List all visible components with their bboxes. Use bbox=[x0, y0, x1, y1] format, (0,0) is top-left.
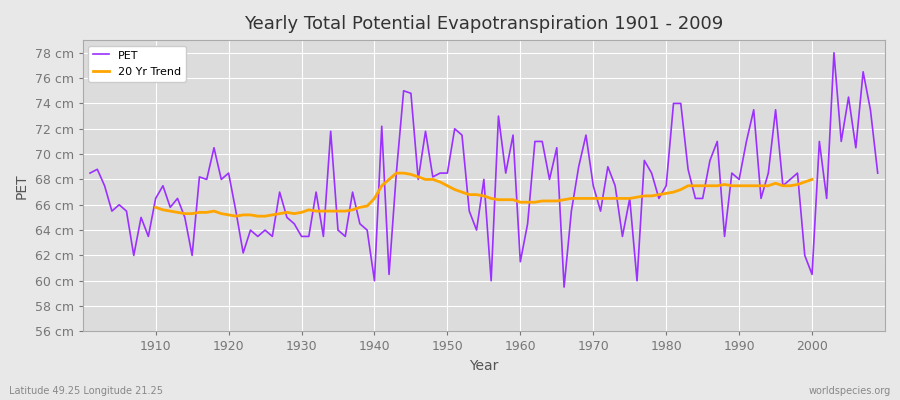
Title: Yearly Total Potential Evapotranspiration 1901 - 2009: Yearly Total Potential Evapotranspiratio… bbox=[244, 15, 724, 33]
PET bbox=[609, 183, 620, 188]
PET bbox=[872, 171, 883, 176]
20 Yr Trend bbox=[230, 214, 241, 218]
PET bbox=[829, 50, 840, 55]
20 Yr Trend bbox=[325, 209, 336, 214]
PET bbox=[303, 234, 314, 239]
Line: 20 Yr Trend: 20 Yr Trend bbox=[156, 173, 812, 216]
PET bbox=[508, 133, 518, 138]
PET bbox=[347, 190, 358, 194]
20 Yr Trend bbox=[719, 182, 730, 187]
20 Yr Trend bbox=[238, 212, 248, 217]
20 Yr Trend bbox=[391, 171, 401, 176]
20 Yr Trend bbox=[150, 205, 161, 210]
Line: PET: PET bbox=[90, 53, 878, 287]
PET bbox=[515, 259, 526, 264]
20 Yr Trend bbox=[806, 177, 817, 182]
Text: Latitude 49.25 Longitude 21.25: Latitude 49.25 Longitude 21.25 bbox=[9, 386, 163, 396]
20 Yr Trend bbox=[544, 198, 555, 203]
PET bbox=[559, 285, 570, 290]
Text: worldspecies.org: worldspecies.org bbox=[809, 386, 891, 396]
PET bbox=[143, 234, 154, 239]
20 Yr Trend bbox=[799, 180, 810, 184]
Legend: PET, 20 Yr Trend: PET, 20 Yr Trend bbox=[88, 46, 185, 82]
PET bbox=[85, 171, 95, 176]
20 Yr Trend bbox=[310, 209, 321, 214]
Y-axis label: PET: PET bbox=[15, 173, 29, 198]
X-axis label: Year: Year bbox=[469, 359, 499, 373]
